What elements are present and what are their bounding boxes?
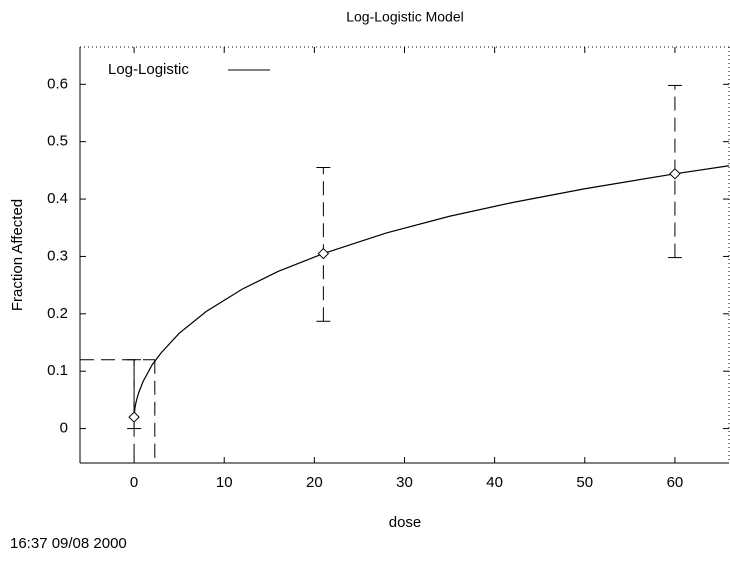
x-tick-label: 60 [667, 474, 684, 491]
x-tick-label: 20 [306, 474, 323, 491]
chart-title: Log-Logistic Model [346, 9, 464, 25]
x-tick-label: 40 [486, 474, 503, 491]
legend-label: Log-Logistic [108, 61, 189, 78]
x-tick-label: 10 [216, 474, 233, 491]
data-point [128, 411, 140, 423]
y-tick-label: 0.5 [47, 133, 68, 150]
model-curve [133, 165, 730, 418]
y-tick-label: 0.2 [47, 305, 68, 322]
footer: 16:37 09/08 2000 [10, 535, 127, 552]
x-tick-label: 0 [130, 474, 138, 491]
x-axis-label: dose [389, 514, 422, 531]
y-tick-label: 0 [60, 420, 68, 437]
data-point [317, 247, 330, 260]
x-tick-label: 50 [576, 474, 593, 491]
y-tick-label: 0.6 [47, 75, 68, 92]
y-tick-label: 0.1 [47, 362, 68, 379]
data-point [669, 168, 681, 180]
x-tick-label: 30 [396, 474, 413, 491]
y-tick-label: 0.3 [47, 247, 68, 264]
y-axis-label: Fraction Affected [9, 199, 26, 311]
y-tick-label: 0.4 [47, 190, 68, 207]
